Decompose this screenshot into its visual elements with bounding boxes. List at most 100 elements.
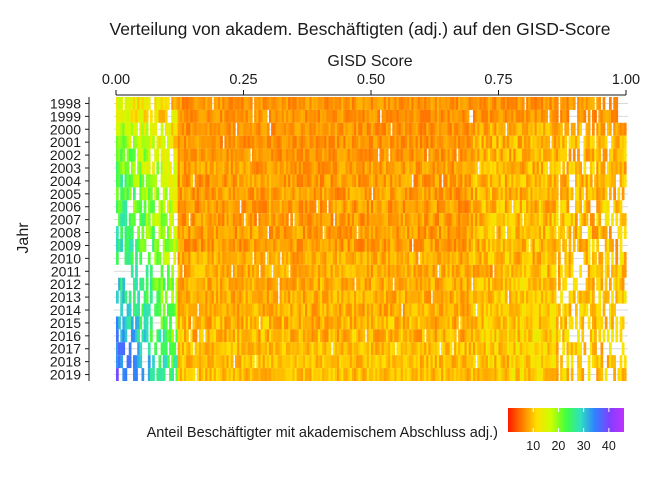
heat-cell-2010	[296, 251, 300, 265]
heat-cell-2005	[519, 187, 523, 201]
heat-cell-2017	[171, 342, 174, 356]
heat-cell-1998	[320, 97, 323, 110]
heat-cell-2015	[237, 316, 240, 330]
heat-cell-2001	[394, 135, 398, 149]
heat-cell-2003	[589, 161, 593, 175]
heat-cell-2001	[169, 135, 172, 149]
heat-cell-2016	[245, 329, 249, 343]
heat-cell-2016	[169, 329, 172, 343]
heat-cell-2005	[479, 187, 483, 201]
heat-cell-2018	[116, 355, 119, 369]
heat-cell-2016	[143, 329, 147, 343]
heat-cell-2004	[530, 174, 534, 188]
heat-cell-2015	[596, 316, 599, 330]
heat-cell-2006	[487, 200, 491, 214]
heat-cell-2004	[466, 174, 470, 188]
heat-cell-2009	[615, 239, 619, 252]
heat-cell-2011	[496, 264, 500, 278]
heat-cell-2000	[249, 122, 253, 136]
heat-cell-2002	[347, 148, 351, 162]
heat-cell-2001	[215, 135, 219, 149]
heat-cell-2019	[275, 368, 279, 381]
heat-cell-2018	[555, 355, 559, 369]
heat-cell-2010	[158, 251, 162, 265]
heat-cell-2009	[415, 239, 419, 252]
heat-cell-2017	[511, 342, 514, 356]
heat-cell-2001	[498, 135, 502, 149]
heat-cell-2015	[269, 316, 272, 330]
heat-cell-2010	[592, 251, 595, 265]
heat-cell-2016	[294, 329, 298, 343]
heat-cell-2003	[351, 161, 355, 175]
heat-cell-2011	[209, 264, 213, 278]
heat-cell-2009	[456, 239, 459, 252]
heat-cell-2005	[417, 187, 421, 201]
heat-cell-2007	[275, 213, 279, 227]
heat-cell-2012	[241, 277, 245, 291]
heat-cell-2017	[228, 342, 232, 356]
heat-cell-2004	[317, 174, 321, 188]
heat-cell-2014	[184, 303, 187, 317]
heat-cell-1998	[453, 97, 457, 110]
heat-cell-2019	[226, 368, 230, 381]
heat-cell-2013	[351, 290, 355, 304]
heat-cell-2012	[205, 277, 208, 291]
heat-cell-2006	[398, 200, 402, 214]
heat-cell-2012	[517, 277, 521, 291]
heat-cell-2000	[409, 122, 412, 136]
heat-cell-2014	[543, 303, 546, 317]
heat-cell-2009	[247, 239, 251, 252]
heat-cell-2007	[373, 213, 376, 227]
heat-cell-2006	[341, 200, 344, 214]
heat-cell-2017	[545, 342, 548, 356]
heat-cell-2010	[621, 251, 625, 265]
heat-cell-2009	[473, 239, 476, 252]
y-tick-label-2015: 2015	[50, 315, 81, 331]
heat-cell-2012	[186, 277, 189, 291]
heat-cell-2002	[536, 148, 540, 162]
heat-cell-2012	[307, 277, 310, 291]
heat-cell-2009	[360, 239, 364, 252]
heat-cell-2006	[269, 200, 272, 214]
heat-cell-2016	[566, 329, 570, 343]
heat-cell-2004	[511, 174, 514, 188]
heat-cell-2008	[411, 226, 415, 239]
heat-cell-2010	[273, 251, 276, 265]
heat-cell-2000	[500, 122, 504, 136]
heat-cell-2005	[534, 187, 538, 201]
heat-cell-2001	[167, 135, 170, 149]
heat-cell-2019	[600, 368, 604, 381]
heat-cell-2012	[413, 277, 417, 291]
y-tick-label-2012: 2012	[50, 276, 81, 292]
heat-cell-2008	[196, 226, 200, 239]
heat-cell-2015	[564, 316, 568, 330]
heat-cell-2004	[201, 174, 204, 188]
heat-cell-2017	[305, 342, 308, 356]
heat-cell-2010	[375, 251, 378, 265]
heat-cell-2002	[243, 148, 247, 162]
heat-cell-2016	[271, 329, 274, 343]
heat-cell-2010	[317, 251, 321, 265]
heat-cell-2001	[116, 135, 119, 149]
heat-cell-2001	[326, 135, 330, 149]
heat-cell-2003	[275, 161, 279, 175]
heat-cell-2008	[379, 226, 383, 239]
heat-cell-2002	[232, 148, 236, 162]
heat-cell-2004	[249, 174, 253, 188]
heat-cell-2005	[617, 187, 621, 201]
heat-cell-1999	[385, 109, 389, 123]
heat-cell-2000	[192, 122, 196, 136]
heat-cell-2015	[271, 316, 274, 330]
heat-cell-2005	[390, 187, 393, 201]
heat-cell-2004	[621, 174, 625, 188]
heat-cell-2008	[175, 226, 179, 239]
heat-cell-2013	[184, 290, 187, 304]
heat-cell-1998	[313, 97, 317, 110]
heat-cell-1999	[143, 109, 147, 123]
heat-cell-2015	[320, 316, 323, 330]
heat-cell-2002	[560, 148, 563, 162]
heat-cell-1998	[147, 97, 151, 110]
heat-cell-1998	[456, 97, 459, 110]
heat-cell-2013	[269, 290, 272, 304]
heat-cell-2001	[496, 135, 500, 149]
